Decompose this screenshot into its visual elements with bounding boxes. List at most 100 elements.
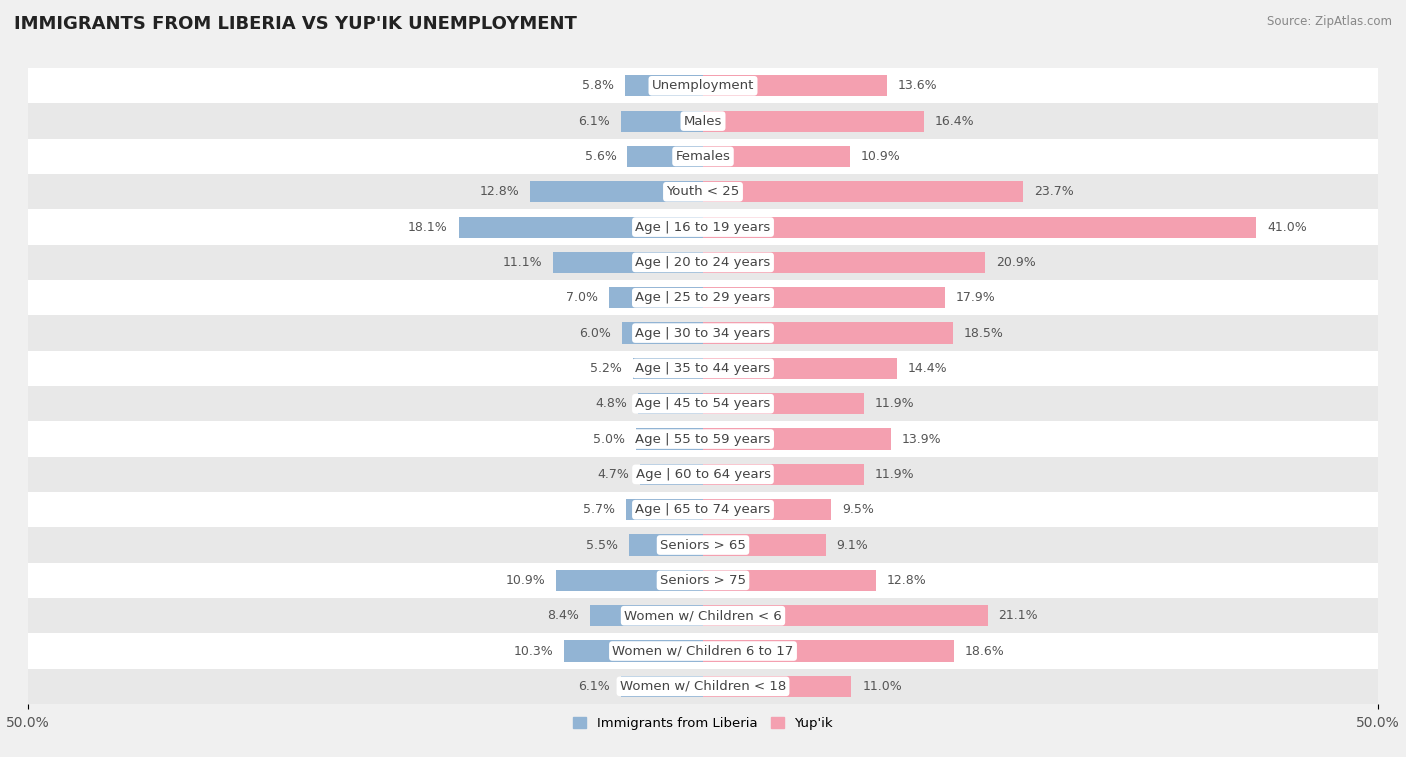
Text: Females: Females (675, 150, 731, 163)
Text: Youth < 25: Youth < 25 (666, 185, 740, 198)
Bar (703, 534, 825, 556)
Text: Age | 65 to 74 years: Age | 65 to 74 years (636, 503, 770, 516)
Bar (703, 464, 863, 485)
Bar (626, 499, 703, 520)
Text: 10.9%: 10.9% (505, 574, 546, 587)
Text: Seniors > 65: Seniors > 65 (659, 538, 747, 552)
Bar (28, 104, 1378, 139)
Text: Age | 55 to 59 years: Age | 55 to 59 years (636, 432, 770, 446)
Text: 14.4%: 14.4% (908, 362, 948, 375)
Legend: Immigrants from Liberia, Yup'ik: Immigrants from Liberia, Yup'ik (568, 712, 838, 736)
Bar (28, 280, 1378, 316)
Text: 6.1%: 6.1% (578, 114, 610, 128)
Bar (28, 492, 1378, 528)
Bar (28, 174, 1378, 210)
Bar (620, 676, 703, 697)
Text: Women w/ Children < 6: Women w/ Children < 6 (624, 609, 782, 622)
Bar (703, 393, 863, 414)
Bar (703, 499, 831, 520)
Text: Age | 60 to 64 years: Age | 60 to 64 years (636, 468, 770, 481)
Text: 13.6%: 13.6% (897, 79, 936, 92)
Bar (621, 322, 703, 344)
Bar (703, 640, 955, 662)
Text: Age | 16 to 19 years: Age | 16 to 19 years (636, 220, 770, 234)
Text: 4.7%: 4.7% (598, 468, 628, 481)
Text: 6.0%: 6.0% (579, 326, 612, 340)
Bar (703, 111, 924, 132)
Bar (703, 358, 897, 379)
Text: 12.8%: 12.8% (887, 574, 927, 587)
Bar (636, 428, 703, 450)
Bar (458, 217, 703, 238)
Text: 11.9%: 11.9% (875, 468, 914, 481)
Bar (28, 668, 1378, 704)
Text: 11.9%: 11.9% (875, 397, 914, 410)
Text: Age | 35 to 44 years: Age | 35 to 44 years (636, 362, 770, 375)
Bar (28, 386, 1378, 422)
Text: 9.5%: 9.5% (842, 503, 875, 516)
Text: 10.3%: 10.3% (513, 644, 553, 658)
Bar (703, 287, 945, 308)
Text: 18.6%: 18.6% (965, 644, 1005, 658)
Bar (624, 75, 703, 96)
Bar (609, 287, 703, 308)
Text: 5.2%: 5.2% (591, 362, 621, 375)
Text: 5.6%: 5.6% (585, 150, 617, 163)
Bar (28, 350, 1378, 386)
Text: 8.4%: 8.4% (547, 609, 579, 622)
Text: Males: Males (683, 114, 723, 128)
Text: 9.1%: 9.1% (837, 538, 869, 552)
Bar (703, 322, 953, 344)
Text: IMMIGRANTS FROM LIBERIA VS YUP'IK UNEMPLOYMENT: IMMIGRANTS FROM LIBERIA VS YUP'IK UNEMPL… (14, 15, 576, 33)
Bar (553, 252, 703, 273)
Text: Age | 25 to 29 years: Age | 25 to 29 years (636, 291, 770, 304)
Text: Age | 45 to 54 years: Age | 45 to 54 years (636, 397, 770, 410)
Text: 5.5%: 5.5% (586, 538, 619, 552)
Text: 23.7%: 23.7% (1033, 185, 1073, 198)
Text: 6.1%: 6.1% (578, 680, 610, 693)
Text: 4.8%: 4.8% (596, 397, 627, 410)
Bar (28, 528, 1378, 562)
Bar (703, 146, 851, 167)
Bar (28, 68, 1378, 104)
Text: Seniors > 75: Seniors > 75 (659, 574, 747, 587)
Bar (589, 605, 703, 626)
Text: Women w/ Children 6 to 17: Women w/ Children 6 to 17 (613, 644, 793, 658)
Text: 16.4%: 16.4% (935, 114, 974, 128)
Bar (703, 676, 852, 697)
Text: 5.8%: 5.8% (582, 79, 614, 92)
Bar (28, 634, 1378, 668)
Bar (564, 640, 703, 662)
Bar (703, 605, 988, 626)
Text: 7.0%: 7.0% (565, 291, 598, 304)
Bar (703, 181, 1024, 202)
Bar (555, 570, 703, 591)
Bar (28, 245, 1378, 280)
Bar (530, 181, 703, 202)
Bar (28, 456, 1378, 492)
Bar (28, 422, 1378, 456)
Text: 13.9%: 13.9% (901, 432, 941, 446)
Bar (638, 393, 703, 414)
Bar (640, 464, 703, 485)
Bar (703, 570, 876, 591)
Text: Women w/ Children < 18: Women w/ Children < 18 (620, 680, 786, 693)
Text: Source: ZipAtlas.com: Source: ZipAtlas.com (1267, 15, 1392, 28)
Text: 21.1%: 21.1% (998, 609, 1038, 622)
Text: 10.9%: 10.9% (860, 150, 901, 163)
Bar (28, 598, 1378, 634)
Bar (28, 139, 1378, 174)
Text: 41.0%: 41.0% (1267, 220, 1308, 234)
Bar (28, 210, 1378, 245)
Text: 18.1%: 18.1% (408, 220, 449, 234)
Bar (703, 75, 887, 96)
Text: 17.9%: 17.9% (956, 291, 995, 304)
Text: 20.9%: 20.9% (995, 256, 1036, 269)
Text: 5.0%: 5.0% (593, 432, 624, 446)
Bar (628, 534, 703, 556)
Text: 11.1%: 11.1% (503, 256, 543, 269)
Bar (28, 562, 1378, 598)
Bar (703, 217, 1257, 238)
Bar (703, 428, 890, 450)
Bar (633, 358, 703, 379)
